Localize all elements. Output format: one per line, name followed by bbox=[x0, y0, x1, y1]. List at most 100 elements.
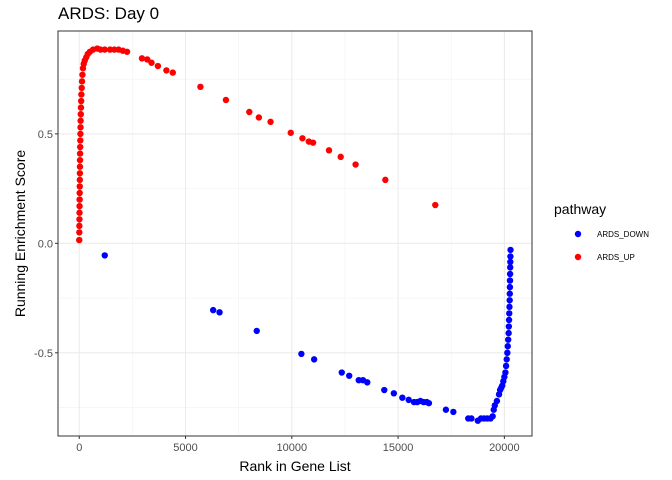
data-points bbox=[76, 45, 514, 424]
data-point bbox=[255, 114, 263, 121]
data-point bbox=[253, 327, 260, 335]
plot-panel bbox=[58, 31, 532, 436]
legend: pathway ARDS_DOWN ARDS_UP bbox=[554, 201, 649, 262]
data-point bbox=[101, 252, 108, 259]
data-point bbox=[209, 306, 217, 314]
data-point bbox=[77, 130, 84, 138]
data-point bbox=[504, 343, 511, 350]
legend-items: ARDS_DOWN ARDS_UP bbox=[574, 230, 649, 262]
data-point bbox=[77, 137, 84, 144]
data-point bbox=[138, 55, 146, 62]
data-point bbox=[506, 290, 513, 297]
data-point bbox=[77, 97, 85, 105]
data-point bbox=[506, 303, 513, 311]
data-point bbox=[163, 67, 170, 74]
data-point bbox=[507, 258, 514, 266]
y-tick-label: 0.0 bbox=[38, 238, 53, 250]
data-point bbox=[76, 156, 84, 164]
data-point bbox=[76, 236, 83, 244]
x-tick-label: 5000 bbox=[173, 442, 197, 454]
data-point bbox=[381, 386, 388, 394]
data-point bbox=[390, 390, 398, 397]
data-point bbox=[76, 163, 84, 170]
x-tick-label: 15000 bbox=[383, 442, 414, 454]
series-ards-down bbox=[101, 246, 514, 424]
data-point bbox=[505, 316, 513, 324]
data-point bbox=[502, 362, 510, 370]
x-tick-label: 0 bbox=[76, 442, 82, 454]
data-point bbox=[325, 147, 333, 154]
data-point bbox=[493, 397, 501, 405]
legend-label: ARDS_UP bbox=[597, 253, 635, 262]
data-point bbox=[425, 399, 433, 407]
data-point bbox=[338, 369, 345, 376]
data-point bbox=[337, 153, 344, 161]
data-point bbox=[154, 62, 162, 70]
data-point bbox=[77, 124, 84, 131]
data-point bbox=[287, 129, 294, 136]
data-point bbox=[169, 69, 176, 76]
data-point bbox=[504, 349, 511, 357]
data-point bbox=[197, 83, 204, 91]
data-point bbox=[503, 356, 510, 363]
data-point bbox=[76, 150, 84, 157]
data-point bbox=[78, 91, 85, 98]
data-point bbox=[309, 139, 317, 146]
data-point bbox=[77, 110, 84, 118]
data-point bbox=[468, 415, 475, 422]
data-point bbox=[299, 135, 306, 142]
data-point bbox=[78, 84, 85, 92]
data-point bbox=[76, 209, 83, 216]
data-point bbox=[123, 48, 131, 55]
data-point bbox=[506, 270, 514, 278]
legend-key bbox=[574, 253, 582, 261]
legend-label: ARDS_DOWN bbox=[597, 230, 649, 239]
data-point bbox=[76, 176, 84, 184]
data-point bbox=[148, 59, 155, 66]
data-point bbox=[76, 189, 83, 197]
data-point bbox=[76, 202, 83, 210]
data-point bbox=[506, 283, 514, 291]
data-point bbox=[506, 297, 513, 304]
data-point bbox=[76, 229, 83, 236]
legend-key bbox=[574, 230, 582, 238]
x-axis-title: Rank in Gene List bbox=[239, 458, 350, 474]
data-point bbox=[246, 108, 253, 116]
data-point bbox=[79, 71, 86, 78]
data-point bbox=[399, 394, 406, 401]
y-axis-ticks: -0.5 0.0 0.5 bbox=[34, 129, 58, 360]
data-point bbox=[507, 264, 514, 271]
x-axis-ticks: 0 5000 10000 15000 20000 bbox=[76, 436, 520, 454]
data-point bbox=[489, 413, 496, 420]
x-tick-label: 20000 bbox=[489, 442, 520, 454]
data-point bbox=[76, 196, 83, 203]
plot-border bbox=[57, 30, 533, 437]
data-point bbox=[76, 183, 83, 190]
data-point bbox=[507, 253, 514, 260]
y-tick-label: 0.5 bbox=[38, 129, 53, 141]
data-point bbox=[346, 372, 353, 379]
data-point bbox=[76, 222, 83, 230]
data-point bbox=[505, 329, 512, 337]
data-point bbox=[310, 356, 318, 363]
y-axis-title: Running Enrichment Score bbox=[12, 150, 28, 318]
x-tick-label: 10000 bbox=[277, 442, 308, 454]
data-point bbox=[216, 309, 223, 316]
data-point bbox=[502, 369, 509, 376]
data-point bbox=[432, 201, 439, 209]
legend-title: pathway bbox=[554, 201, 606, 217]
chart-title: ARDS: Day 0 bbox=[58, 4, 159, 23]
data-point bbox=[505, 323, 513, 330]
data-point bbox=[77, 117, 84, 124]
data-point bbox=[267, 118, 274, 126]
data-point bbox=[504, 336, 512, 343]
data-point bbox=[382, 176, 389, 184]
data-point bbox=[450, 408, 457, 416]
data-point bbox=[222, 96, 230, 104]
data-point bbox=[364, 379, 371, 386]
data-point bbox=[506, 310, 513, 317]
data-point bbox=[507, 246, 514, 254]
data-point bbox=[442, 406, 450, 413]
data-point bbox=[506, 277, 514, 284]
